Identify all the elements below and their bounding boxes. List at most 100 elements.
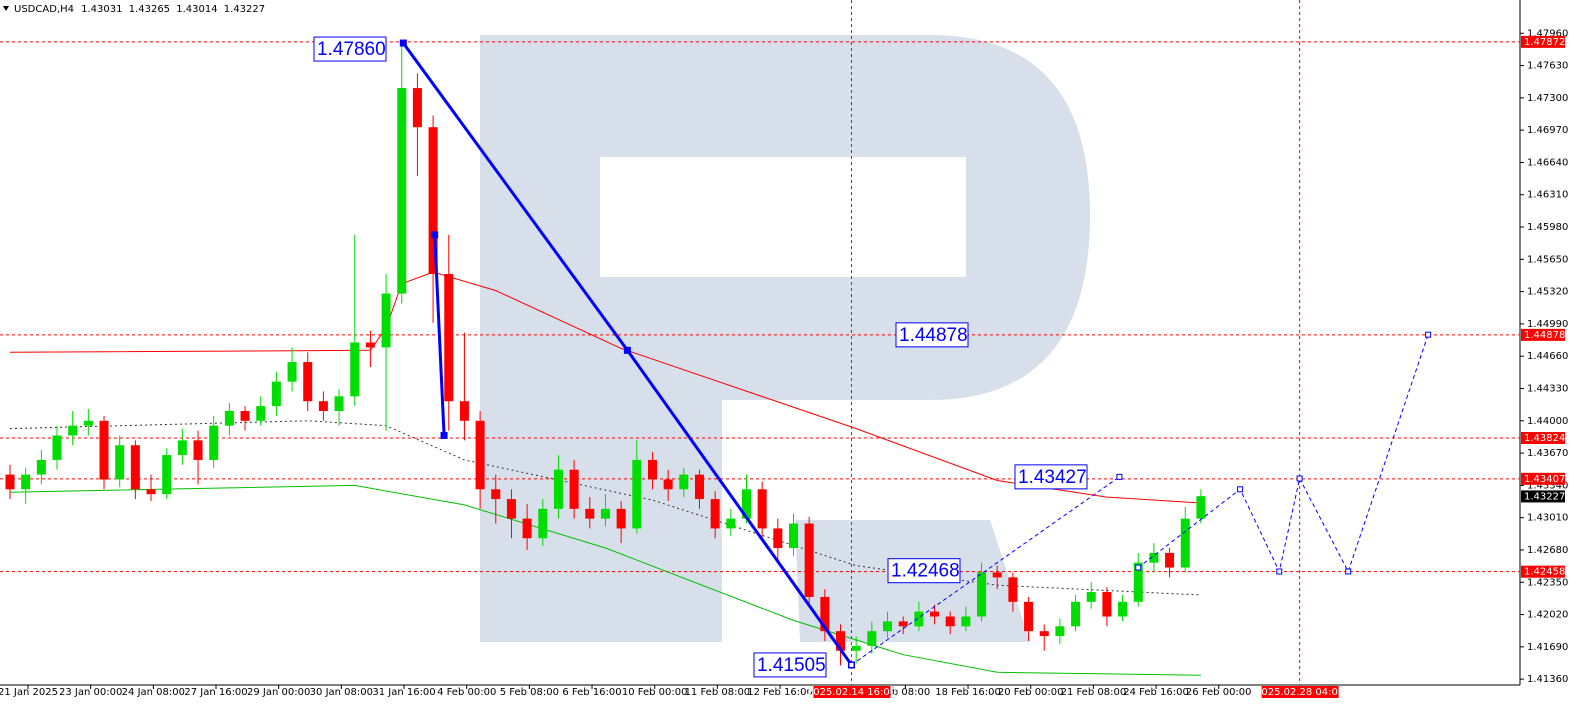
candle-body bbox=[5, 474, 15, 490]
candle-body bbox=[1055, 626, 1065, 637]
candle-body bbox=[334, 396, 344, 411]
annotation: 1.43427 bbox=[1014, 464, 1088, 490]
y-tick-label: 1.44990 bbox=[1527, 319, 1568, 330]
candle-body bbox=[914, 611, 924, 627]
candle-body bbox=[961, 616, 971, 627]
y-tick-label: 1.44660 bbox=[1527, 351, 1568, 362]
candle-body bbox=[726, 518, 736, 529]
x-tick-label: 5 Feb 08:00 bbox=[500, 687, 559, 698]
indicator-line bbox=[9, 420, 1201, 596]
x-tick-label: 21 Feb 08:00 bbox=[1061, 687, 1127, 698]
annotation-box bbox=[1014, 464, 1088, 490]
candle-body bbox=[569, 469, 579, 509]
level-tag-label: 1.42458 bbox=[1524, 567, 1565, 578]
annotation-label: 1.41505 bbox=[757, 655, 826, 676]
wave-point bbox=[1345, 568, 1352, 575]
level-tag bbox=[1521, 35, 1565, 48]
candle-body bbox=[789, 523, 798, 548]
x-tick-label: 10 Feb 00:00 bbox=[622, 687, 688, 698]
candle-body bbox=[945, 616, 955, 627]
candle-body bbox=[553, 469, 563, 509]
y-tick-label: 1.42350 bbox=[1527, 577, 1568, 588]
level-tag-label: 1.43407 bbox=[1524, 474, 1565, 485]
level-tag-label: 1.47872 bbox=[1524, 37, 1565, 48]
y-tick-label: 1.46310 bbox=[1527, 190, 1568, 201]
wave-point bbox=[399, 39, 407, 47]
marker-tag-label: 2025.02.14 16:00 bbox=[807, 687, 896, 698]
candle-body bbox=[428, 127, 438, 274]
x-tick-label: 30 Jan 08:00 bbox=[310, 687, 373, 698]
candle-body bbox=[585, 508, 595, 519]
candle-body bbox=[318, 401, 328, 411]
candle-body bbox=[224, 411, 234, 426]
candle-body bbox=[130, 445, 140, 490]
candle-body bbox=[459, 401, 469, 421]
annotation: 1.41505 bbox=[753, 652, 827, 678]
annotation: 1.42468 bbox=[887, 558, 961, 584]
x-tick-label: 18 Feb 16:00 bbox=[935, 687, 1001, 698]
wave-point bbox=[1425, 331, 1432, 338]
candle-body bbox=[162, 455, 172, 495]
candle-body bbox=[491, 489, 501, 500]
wave-point bbox=[1296, 475, 1303, 482]
level-tag bbox=[1521, 432, 1565, 445]
x-tick-label: Feb 08:00 bbox=[881, 687, 931, 698]
marker-tag bbox=[813, 686, 891, 698]
candle-body bbox=[271, 381, 281, 407]
wave-point bbox=[431, 231, 439, 239]
x-tick-label: 11 Feb 08:00 bbox=[685, 687, 751, 698]
candle-body bbox=[209, 425, 219, 460]
candle-body bbox=[773, 528, 783, 548]
wave-line bbox=[433, 234, 446, 436]
candle-body bbox=[930, 611, 940, 617]
candle-body bbox=[1118, 601, 1128, 617]
x-tick-label: 31 Jan 16:00 bbox=[372, 687, 435, 698]
candle-body bbox=[475, 420, 485, 490]
candle-body bbox=[1180, 518, 1190, 568]
annotation-label: 1.47860 bbox=[317, 39, 386, 60]
annotation-label: 1.44878 bbox=[899, 325, 968, 346]
current-price-tag bbox=[1521, 490, 1565, 503]
y-tick-label: 1.45650 bbox=[1527, 254, 1568, 265]
candle-body bbox=[146, 489, 156, 495]
candle-body bbox=[663, 479, 673, 490]
candle-body bbox=[36, 459, 46, 475]
y-tick-label: 1.43340 bbox=[1527, 480, 1568, 491]
annotation-box bbox=[887, 558, 961, 584]
candle-body bbox=[365, 342, 375, 348]
y-tick-label: 1.45980 bbox=[1527, 222, 1568, 233]
annotation-box bbox=[753, 652, 827, 678]
y-tick-label: 1.47300 bbox=[1527, 93, 1568, 104]
wave-point bbox=[1116, 473, 1123, 480]
candle-body bbox=[193, 440, 203, 460]
header-high: 1.43265 bbox=[129, 4, 170, 15]
candle-body bbox=[99, 420, 109, 480]
candle-body bbox=[52, 435, 62, 460]
candle-body bbox=[83, 420, 93, 426]
candle-body bbox=[256, 406, 266, 421]
candle-body bbox=[836, 631, 846, 651]
current-price-label: 1.43227 bbox=[1524, 491, 1565, 502]
annotation: 1.44878 bbox=[895, 322, 969, 348]
x-tick-label: 12 Feb 16:00 bbox=[747, 687, 813, 698]
wave-point bbox=[440, 431, 448, 439]
candle-body bbox=[68, 425, 78, 436]
candle-body bbox=[851, 645, 861, 651]
y-tick-label: 1.46640 bbox=[1527, 157, 1568, 168]
candle-body bbox=[632, 459, 642, 529]
x-tick-label: 21 Jan 2025 bbox=[0, 687, 58, 698]
annotation-label: 1.43427 bbox=[1018, 467, 1087, 488]
candle-body bbox=[1196, 496, 1206, 519]
candle-body bbox=[177, 440, 187, 456]
wave-line bbox=[1137, 334, 1429, 574]
x-tick-label: 23 Jan 00:00 bbox=[59, 687, 122, 698]
wave-point bbox=[848, 661, 855, 668]
x-tick-label: 26 Feb 00:00 bbox=[1186, 687, 1252, 698]
wave-point bbox=[1237, 486, 1244, 493]
chart-header: USDCAD,H4 1.43031 1.43265 1.43014 1.4322… bbox=[14, 4, 265, 15]
y-tick-label: 1.47960 bbox=[1527, 28, 1568, 39]
candle-body bbox=[600, 508, 610, 519]
annotation-label: 1.42468 bbox=[891, 561, 960, 582]
x-tick-label: 20 Feb 00:00 bbox=[998, 687, 1064, 698]
